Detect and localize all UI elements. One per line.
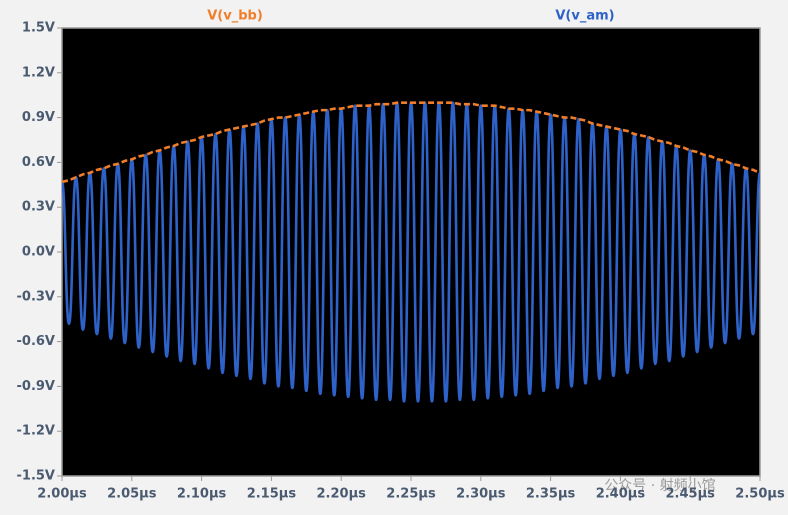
x-tick-label: 2.30µs	[456, 487, 506, 502]
y-tick-label: 0.6V	[22, 155, 55, 170]
x-tick-label: 2.20µs	[317, 487, 367, 502]
series-line	[62, 101, 760, 184]
series-line	[62, 101, 760, 403]
x-tick-label: 2.40µs	[596, 487, 646, 502]
y-tick-label: 0.3V	[22, 200, 55, 215]
x-tick-label: 2.45µs	[666, 487, 716, 502]
y-tick-label: 0.9V	[22, 110, 55, 125]
y-tick-label: -1.5V	[17, 469, 56, 484]
y-tick-label: -0.9V	[17, 379, 56, 394]
watermark: 公众号 · 射频小馆	[604, 478, 715, 494]
x-tick-label: 2.10µs	[177, 487, 227, 502]
x-tick-label: 2.25µs	[386, 487, 436, 502]
y-tick-label: -0.3V	[17, 289, 56, 304]
y-tick-label: 1.5V	[22, 21, 55, 36]
y-tick-label: -1.2V	[17, 424, 56, 439]
y-tick-label: -0.6V	[17, 334, 56, 349]
x-tick-label: 2.00µs	[37, 487, 87, 502]
x-tick-label: 2.15µs	[247, 487, 297, 502]
x-tick-label: 2.35µs	[526, 487, 576, 502]
y-tick-label: 0.0V	[22, 245, 55, 260]
legend-entry: V(v_am)	[555, 9, 614, 24]
x-tick-label: 2.50µs	[735, 487, 785, 502]
plot-area	[61, 27, 761, 477]
x-tick-label: 2.05µs	[107, 487, 157, 502]
y-tick-label: 1.2V	[22, 65, 55, 80]
legend-entry: V(v_bb)	[207, 9, 263, 24]
